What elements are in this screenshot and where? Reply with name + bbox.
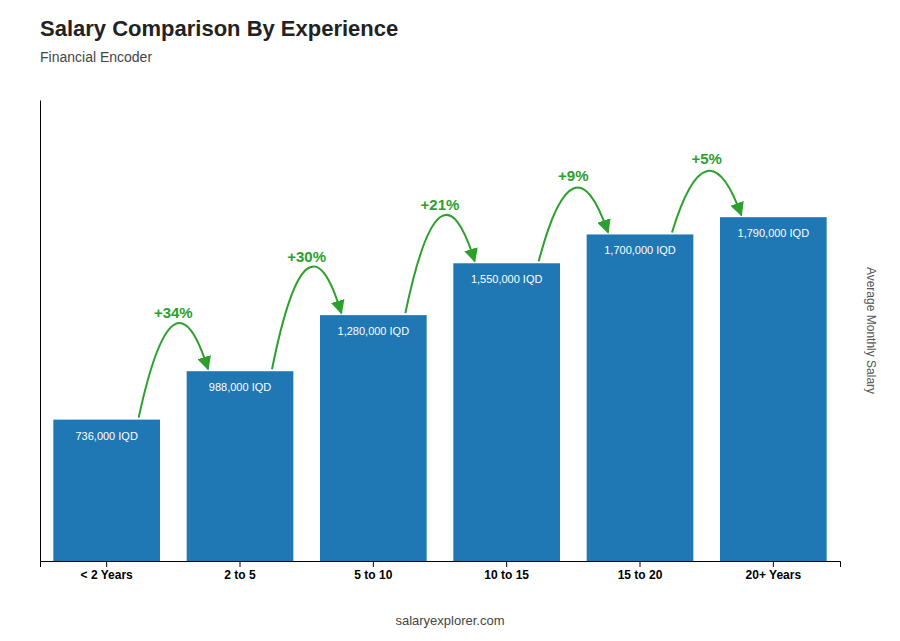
x-tick-label: < 2 Years [81,568,133,582]
y-axis-title: Average Monthly Salary [864,267,878,394]
bar [453,263,560,561]
bar [320,315,427,561]
x-axis: < 2 Years 2 to 5 5 to 10 10 to 15 15 to 20 20… [41,561,841,582]
x-tick-mark [773,561,774,567]
change-arrow [405,215,474,313]
bar [187,371,294,561]
x-tick: < 2 Years [81,561,133,582]
data-label: 1,550,000 IQD [471,273,543,285]
x-tick: 5 to 10 [354,561,392,582]
data-label: 736,000 IQD [75,430,137,442]
annotations: +34% +30% +21% +9% +5% [154,150,722,321]
footer: salaryexplorer.com [395,613,504,628]
data-label: 1,280,000 IQD [338,325,410,337]
change-arrow [272,266,341,369]
subtitle: Financial Encoder [40,49,152,65]
x-tick: 2 to 5 [224,561,256,582]
x-tick-label: 2 to 5 [224,568,256,582]
data-label: 1,790,000 IQD [738,227,810,239]
bar [53,420,160,561]
bars [53,217,826,561]
x-tick-label: 15 to 20 [618,568,663,582]
x-tick-label: 10 to 15 [484,568,529,582]
chart-container: Salary Comparison By Experience Financial… [0,0,900,641]
x-tick-mark [506,561,507,567]
change-arrows [139,171,742,418]
annotation: +34% [154,304,193,321]
x-tick-mark [373,561,374,567]
data-labels: 736,000 IQD 988,000 IQD 1,280,000 IQD 1,550… [75,227,809,441]
x-tick-mark [640,561,641,567]
change-arrow [139,323,208,418]
x-tick-label: 5 to 10 [354,568,392,582]
chart-svg: Salary Comparison By Experience Financial… [0,0,900,641]
x-tick-mark [106,561,107,567]
x-axis-line [41,562,841,568]
plot-area: < 2 Years 2 to 5 5 to 10 10 to 15 15 to 20 20… [41,101,841,582]
bar [587,234,694,561]
annotation: +9% [558,167,588,184]
data-label: 1,700,000 IQD [604,244,676,256]
data-label: 988,000 IQD [209,381,271,393]
change-arrow [539,188,608,262]
x-tick: 20+ Years [746,561,802,582]
y-axis [40,101,41,562]
x-tick-label: 20+ Years [746,568,802,582]
x-tick-mark [240,561,241,567]
y-axis-line [40,101,41,562]
bar [720,217,827,561]
title: Salary Comparison By Experience [40,16,398,41]
annotation: +5% [691,150,721,167]
x-tick: 10 to 15 [484,561,529,582]
annotation: +30% [287,248,326,265]
x-tick: 15 to 20 [618,561,663,582]
change-arrow [672,171,741,233]
annotation: +21% [421,196,460,213]
